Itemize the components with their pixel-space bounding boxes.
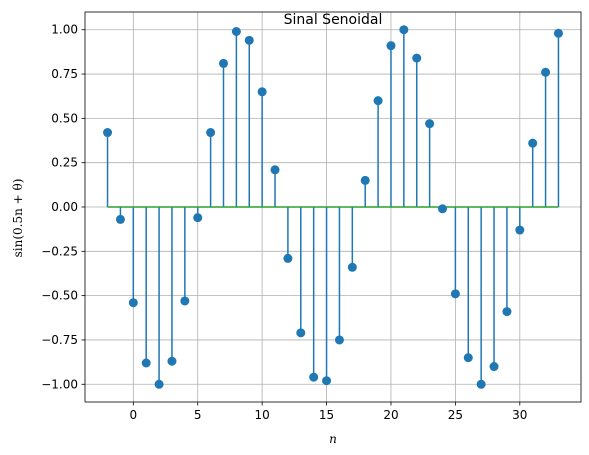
y-tick-label: −0.25 bbox=[41, 244, 78, 258]
stem-marker bbox=[412, 53, 422, 63]
y-tick-label: 0.00 bbox=[51, 200, 78, 214]
stem-marker bbox=[334, 335, 344, 345]
y-tick-label: −0.50 bbox=[41, 289, 78, 303]
stem-marker bbox=[257, 87, 267, 97]
stem-markers bbox=[103, 25, 563, 389]
x-axis-label: n bbox=[329, 432, 337, 446]
stem-marker bbox=[154, 379, 164, 389]
stem-marker bbox=[270, 165, 280, 175]
stem-marker bbox=[180, 296, 190, 306]
x-tick-label: 30 bbox=[512, 408, 527, 422]
stem-marker bbox=[386, 41, 396, 51]
y-tick-label: 0.75 bbox=[51, 67, 78, 81]
x-axis-ticks: 0 5 10 15 20 25 30 bbox=[129, 402, 527, 422]
stem-marker bbox=[476, 379, 486, 389]
stem-lines bbox=[106, 29, 560, 385]
stem-marker bbox=[103, 128, 113, 138]
grid-lines bbox=[85, 12, 581, 402]
stem-marker bbox=[515, 225, 525, 235]
y-tick-label: −1.00 bbox=[41, 377, 78, 391]
stem-marker bbox=[438, 204, 448, 214]
stem-marker bbox=[489, 362, 499, 372]
x-tick-label: 20 bbox=[383, 408, 398, 422]
stem-marker bbox=[218, 58, 228, 68]
stem-marker bbox=[553, 28, 563, 38]
y-tick-label: 1.00 bbox=[51, 23, 78, 37]
stem-marker bbox=[360, 175, 370, 185]
stem-marker bbox=[309, 372, 319, 382]
x-tick-label: 15 bbox=[319, 408, 334, 422]
stem-marker bbox=[450, 289, 460, 299]
stem-marker bbox=[528, 138, 538, 148]
stem-marker bbox=[541, 67, 551, 77]
x-tick-label: 0 bbox=[129, 408, 137, 422]
y-axis-label: sin(0.5n + θ) bbox=[11, 179, 25, 258]
stem-marker bbox=[347, 262, 357, 272]
chart-title: Sinal Senoidal bbox=[284, 12, 383, 28]
stem-marker bbox=[502, 307, 512, 317]
stem-marker bbox=[296, 328, 306, 338]
stem-marker bbox=[193, 213, 203, 223]
stem-marker bbox=[399, 25, 409, 35]
stem-marker bbox=[425, 119, 435, 129]
y-axis-ticks: 1.00 0.75 0.50 0.25 0.00 −0.25 −0.50 −0.75 −1.00 bbox=[41, 23, 85, 391]
x-tick-label: 5 bbox=[194, 408, 202, 422]
x-tick-label: 10 bbox=[255, 408, 270, 422]
stem-marker bbox=[463, 353, 473, 363]
stem-marker bbox=[141, 358, 151, 368]
stem-marker bbox=[231, 27, 241, 36]
stem-marker bbox=[206, 128, 216, 138]
stem-marker bbox=[244, 35, 254, 45]
y-tick-label: 0.25 bbox=[51, 156, 78, 170]
y-tick-label: 0.50 bbox=[51, 111, 78, 125]
y-tick-label: −0.75 bbox=[41, 333, 78, 347]
stem-marker bbox=[283, 253, 293, 263]
stem-marker bbox=[322, 376, 332, 386]
stem-marker bbox=[128, 298, 138, 308]
x-tick-label: 25 bbox=[448, 408, 463, 422]
stem-marker bbox=[373, 96, 383, 106]
stem-marker bbox=[115, 214, 125, 224]
stem-marker bbox=[167, 356, 177, 366]
